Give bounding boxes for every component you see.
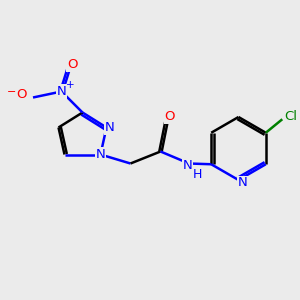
Text: O: O: [16, 88, 27, 101]
Text: O: O: [164, 110, 175, 124]
Text: N: N: [238, 176, 248, 190]
Text: N: N: [57, 85, 66, 98]
Text: +: +: [66, 80, 74, 90]
Text: N: N: [96, 148, 105, 161]
Text: N: N: [183, 159, 192, 172]
Text: H: H: [192, 167, 202, 181]
Text: Cl: Cl: [284, 110, 297, 123]
Text: −: −: [7, 87, 16, 97]
Text: O: O: [67, 58, 77, 71]
Text: N: N: [105, 121, 114, 134]
